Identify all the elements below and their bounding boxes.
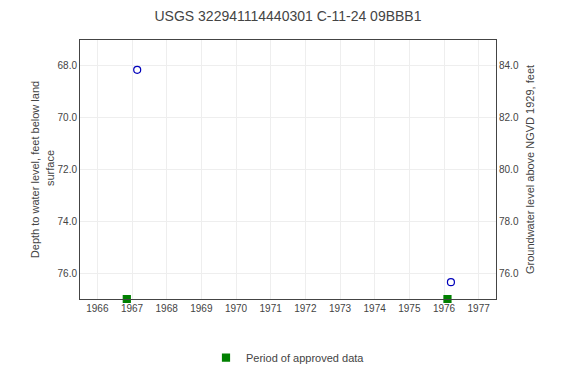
svg-text:1976: 1976: [433, 303, 456, 314]
svg-text:80.0: 80.0: [499, 164, 519, 175]
svg-text:76.0: 76.0: [58, 268, 78, 279]
svg-text:74.0: 74.0: [58, 216, 78, 227]
svg-text:72.0: 72.0: [58, 164, 78, 175]
svg-text:84.0: 84.0: [499, 60, 519, 71]
svg-text:70.0: 70.0: [58, 112, 78, 123]
svg-text:1969: 1969: [190, 303, 213, 314]
svg-text:1971: 1971: [260, 303, 283, 314]
svg-text:1974: 1974: [364, 303, 387, 314]
svg-text:1967: 1967: [121, 303, 144, 314]
svg-text:Groundwater level above NGVD 1: Groundwater level above NGVD 1929, feet: [524, 65, 536, 274]
svg-text:1966: 1966: [86, 303, 109, 314]
svg-text:1975: 1975: [398, 303, 421, 314]
svg-text:76.0: 76.0: [499, 268, 519, 279]
svg-text:Depth to water level, feet bel: Depth to water level, feet below land su…: [29, 81, 55, 258]
svg-text:Period of approved data: Period of approved data: [246, 352, 364, 364]
svg-text:82.0: 82.0: [499, 112, 519, 123]
svg-text:1972: 1972: [294, 303, 317, 314]
svg-text:1973: 1973: [329, 303, 352, 314]
svg-text:1968: 1968: [156, 303, 179, 314]
svg-text:68.0: 68.0: [58, 60, 78, 71]
svg-text:USGS 322941114440301 C-11-24 0: USGS 322941114440301 C-11-24 09BBB1: [155, 8, 422, 24]
svg-text:1970: 1970: [225, 303, 248, 314]
svg-text:78.0: 78.0: [499, 216, 519, 227]
svg-text:1977: 1977: [468, 303, 491, 314]
